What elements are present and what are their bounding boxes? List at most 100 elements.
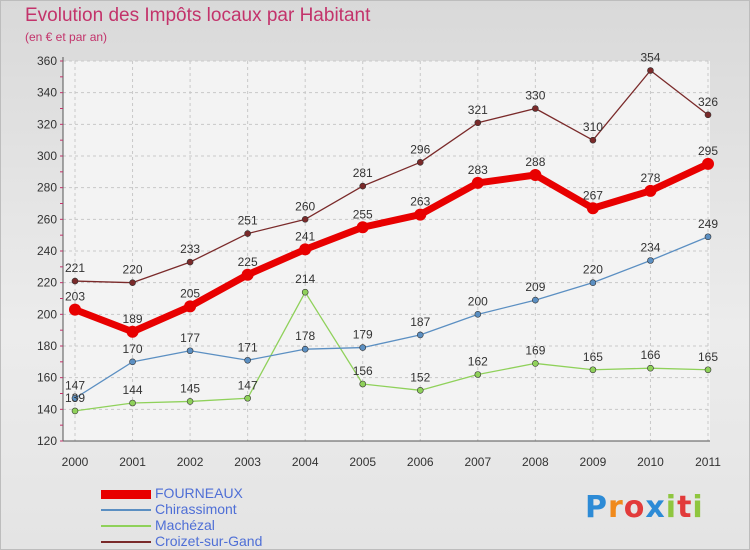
y-tick-label: 160	[37, 371, 57, 385]
data-point	[474, 371, 482, 378]
data-point	[186, 347, 194, 355]
data-label: 263	[410, 195, 430, 209]
data-point	[244, 394, 251, 402]
data-point	[186, 258, 194, 266]
proxiti-logo: Proxiti	[585, 490, 704, 525]
data-point	[644, 184, 657, 197]
data-label: 296	[410, 142, 430, 156]
y-tick-label: 260	[37, 212, 57, 226]
data-point	[299, 243, 312, 256]
data-label: 178	[295, 329, 315, 343]
y-tick-label: 280	[37, 181, 57, 195]
logo-letter: t	[677, 490, 693, 525]
series-line-fourneaux	[73, 160, 710, 336]
data-point	[356, 221, 369, 234]
legend-swatch	[101, 509, 151, 511]
data-label: 171	[238, 340, 258, 354]
x-tick-label: 2002	[177, 455, 204, 469]
data-point	[474, 311, 482, 318]
y-tick-label: 140	[37, 402, 57, 416]
data-label: 214	[295, 272, 315, 286]
data-point	[529, 169, 542, 181]
data-point	[244, 230, 251, 237]
y-tick-label: 340	[37, 86, 57, 100]
data-label: 267	[583, 188, 603, 202]
data-point	[702, 157, 714, 170]
data-point	[359, 380, 367, 388]
data-label: 260	[295, 199, 315, 213]
data-label: 234	[640, 241, 660, 255]
data-point	[704, 111, 712, 119]
data-label: 165	[698, 350, 718, 364]
data-label: 147	[65, 378, 85, 392]
data-label: 354	[640, 51, 660, 65]
data-point	[589, 279, 597, 286]
y-tick-label: 120	[37, 434, 57, 448]
data-point	[71, 407, 79, 415]
x-tick-label: 2011	[695, 455, 721, 469]
chart-subtitle: (en € et par an)	[25, 30, 108, 44]
data-point	[184, 300, 197, 313]
data-point	[416, 387, 424, 394]
data-label: 221	[65, 261, 85, 275]
data-point	[244, 356, 251, 364]
data-label: 170	[123, 342, 143, 356]
data-point	[301, 288, 309, 296]
data-label: 139	[65, 391, 85, 405]
data-label: 233	[180, 242, 200, 256]
data-point	[129, 399, 136, 407]
x-tick-label: 2010	[637, 455, 664, 469]
logo-letter: i	[665, 490, 678, 525]
data-label: 278	[640, 171, 660, 185]
chart-title: Evolution des Impôts locaux par Habitant	[25, 5, 371, 26]
data-point	[129, 358, 136, 366]
data-point	[589, 366, 597, 374]
data-label: 144	[123, 383, 143, 397]
y-tick-label: 360	[37, 54, 57, 68]
legend-swatch	[101, 525, 151, 527]
data-label: 165	[583, 350, 603, 364]
data-label: 156	[353, 364, 373, 378]
data-point	[359, 182, 367, 190]
data-label: 203	[65, 290, 85, 304]
plot-area	[63, 61, 710, 441]
series-line-chirassimont	[74, 236, 709, 399]
data-label: 283	[468, 163, 488, 177]
data-point	[126, 325, 139, 338]
data-label: 281	[353, 166, 373, 180]
x-tick-label: 2004	[292, 455, 319, 469]
legend-label: Croizet-sur-Gand	[155, 533, 263, 549]
y-tick-label: 220	[37, 276, 57, 290]
legend-label: FOURNEAUX	[155, 485, 243, 501]
data-label: 225	[238, 255, 258, 269]
data-point	[301, 216, 309, 223]
logo-letter: o	[623, 490, 646, 525]
data-point	[71, 394, 79, 402]
x-tick-label: 2005	[349, 455, 376, 469]
data-label: 251	[238, 214, 258, 228]
data-label: 200	[468, 294, 488, 308]
data-point	[647, 364, 654, 372]
y-tick-label: 240	[37, 244, 57, 258]
data-point	[532, 296, 539, 304]
data-label: 179	[353, 328, 373, 342]
legend-swatch	[101, 489, 151, 499]
logo-letter: x	[645, 490, 666, 525]
data-point	[586, 202, 599, 215]
data-point	[416, 331, 424, 339]
y-tick-label: 180	[37, 339, 57, 353]
data-label: 169	[525, 343, 545, 357]
legend-label: Machézal	[155, 517, 215, 533]
logo-letter: P	[585, 490, 608, 525]
x-tick-label: 2007	[464, 455, 491, 469]
x-tick-label: 2000	[62, 455, 89, 469]
data-point	[186, 398, 194, 405]
data-label: 249	[698, 217, 718, 231]
data-label: 310	[583, 120, 603, 134]
legend-swatch	[101, 541, 151, 543]
data-label: 326	[698, 95, 718, 109]
logo-letter: r	[608, 490, 624, 525]
data-label: 189	[123, 312, 143, 326]
